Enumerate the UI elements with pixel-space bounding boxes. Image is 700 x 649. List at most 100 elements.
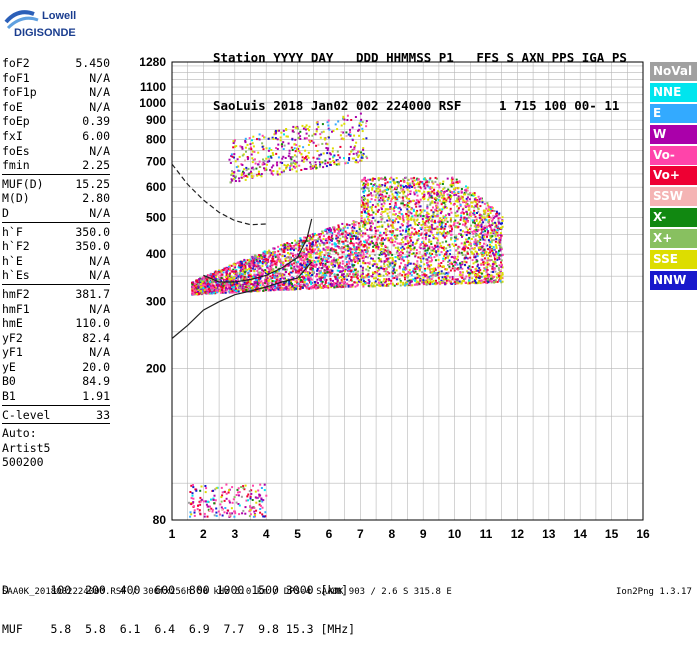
echo-point <box>350 285 352 287</box>
echo-point <box>494 261 496 263</box>
echo-point <box>323 265 325 267</box>
echo-point <box>318 284 320 286</box>
echo-point <box>489 265 491 267</box>
echo-point <box>468 279 470 281</box>
echo-point <box>442 215 444 217</box>
echo-point <box>238 291 240 293</box>
echo-point <box>350 276 352 278</box>
echo-point <box>319 253 321 255</box>
echo-point <box>384 260 386 262</box>
echo-point <box>419 280 421 282</box>
echo-point <box>468 209 470 211</box>
echo-point <box>248 259 250 261</box>
echo-point <box>374 254 376 256</box>
echo-point <box>487 248 489 250</box>
echo-point <box>423 263 425 265</box>
echo-point <box>400 262 402 264</box>
echo-point <box>328 229 330 231</box>
echo-point <box>289 259 291 261</box>
echo-point <box>494 267 496 269</box>
echo-point <box>213 273 215 275</box>
echo-point <box>381 203 383 205</box>
echo-point <box>456 179 458 181</box>
echo-point <box>378 260 380 262</box>
echo-point <box>374 272 376 274</box>
echo-point <box>407 260 409 262</box>
echo-point <box>429 278 431 280</box>
echo-point <box>315 257 317 259</box>
echo-point <box>244 265 246 267</box>
echo-point <box>439 191 441 193</box>
echo-point <box>228 285 230 287</box>
echo-point <box>413 177 415 179</box>
echo-point <box>363 284 365 286</box>
echo-point <box>299 265 301 267</box>
echo-point <box>425 254 427 256</box>
echo-point <box>277 281 279 283</box>
echo-point <box>311 257 313 259</box>
echo-point <box>454 226 456 228</box>
echo-point <box>429 269 431 271</box>
echo-point <box>391 275 393 277</box>
echo-point <box>496 265 498 267</box>
echo-point <box>426 283 428 285</box>
echo-point <box>325 229 327 231</box>
echo-point <box>226 271 228 273</box>
echo-point <box>376 239 378 241</box>
echo-point <box>403 186 405 188</box>
echo-point <box>366 222 368 224</box>
echo-point <box>427 279 429 281</box>
echo-point <box>490 212 492 214</box>
echo-point <box>372 258 374 260</box>
echo-point <box>402 217 404 219</box>
echo-point <box>378 282 380 284</box>
echo-point <box>391 254 393 256</box>
echo-point <box>465 254 467 256</box>
echo-point <box>340 267 342 269</box>
echo-point <box>362 235 364 237</box>
echo-point <box>271 260 273 262</box>
echo-point <box>229 267 231 269</box>
echo-point <box>430 241 432 243</box>
echo-point <box>445 241 447 243</box>
echo-point <box>475 229 477 231</box>
echo-point <box>345 234 347 236</box>
echo-point <box>425 281 427 283</box>
echo-point <box>349 273 351 275</box>
echo-point <box>419 267 421 269</box>
echo-point <box>402 230 404 232</box>
echo-point <box>342 241 344 243</box>
echo-point <box>356 260 358 262</box>
echo-point <box>196 293 198 295</box>
echo-point <box>368 219 370 221</box>
echo-point <box>256 285 258 287</box>
echo-point <box>272 255 274 257</box>
echo-point <box>348 261 350 263</box>
echo-point <box>416 262 418 264</box>
echo-point <box>294 254 296 256</box>
echo-point <box>309 242 311 244</box>
echo-point <box>411 227 413 229</box>
echo-point <box>354 259 356 261</box>
echo-point <box>360 281 362 283</box>
echo-point <box>286 242 288 244</box>
echo-point <box>375 232 377 234</box>
echo-point <box>378 257 380 259</box>
echo-point <box>307 251 309 253</box>
echo-point <box>450 208 452 210</box>
echo-point <box>501 259 503 261</box>
echo-point <box>306 283 308 285</box>
echo-point <box>469 257 471 259</box>
echo-point <box>371 240 373 242</box>
echo-point <box>253 270 255 272</box>
echo-point <box>455 194 457 196</box>
echo-point <box>211 289 213 291</box>
echo-point <box>500 234 502 236</box>
echo-point <box>414 228 416 230</box>
echo-point <box>335 259 337 261</box>
echo-point <box>278 256 280 258</box>
echo-point <box>394 277 396 279</box>
echo-point <box>454 212 456 214</box>
echo-point <box>429 217 431 219</box>
echo-point <box>362 196 364 198</box>
